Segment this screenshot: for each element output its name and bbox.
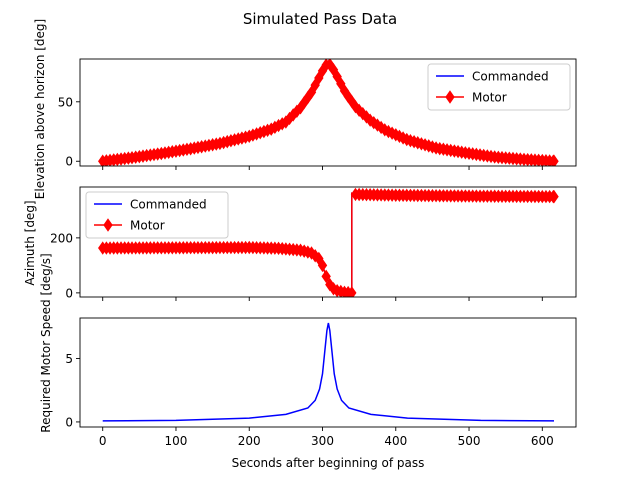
figure-title: Simulated Pass Data [243, 10, 397, 28]
speed-ytick-label: 0 [65, 415, 73, 429]
azimuth-ylabel: Azimuth [deg] [23, 200, 37, 285]
azimuth-legend: Commanded Motor [85, 191, 229, 239]
speed-xtick-label: 300 [311, 434, 334, 448]
speed-panel: Required Motor Speed [deg/s] Seconds aft… [39, 253, 577, 470]
speed-ytick-label: 5 [65, 352, 73, 366]
speed-xtick-label: 500 [458, 434, 481, 448]
speed-xtick-label: 400 [384, 434, 407, 448]
speed-xtick-label: 0 [99, 434, 107, 448]
elevation-legend-commanded-label: Commanded [472, 70, 549, 84]
elevation-ytick-label: 0 [65, 155, 73, 169]
elevation-ytick-label: 50 [58, 95, 73, 109]
speed-xtick-label: 100 [165, 434, 188, 448]
azimuth-plot-area [98, 187, 559, 297]
speed-commanded-line [102, 322, 555, 422]
azimuth-legend-motor-marker [103, 218, 113, 232]
speed-xlabel: Seconds after beginning of pass [232, 456, 425, 470]
elevation-panel: Elevation above horizon [deg] 0 50 Command… [33, 19, 577, 199]
azimuth-panel: Azimuth [deg] 0 200 Commanded Motor [23, 186, 577, 301]
elevation-legend-motor-label: Motor [472, 91, 507, 105]
elevation-legend-motor-marker [445, 90, 455, 104]
azimuth-motor-marker [321, 269, 331, 284]
azimuth-ytick-label: 0 [65, 286, 73, 300]
speed-plot-area [102, 322, 555, 422]
azimuth-ytick-label: 200 [50, 231, 73, 245]
elevation-legend: Commanded Motor [427, 63, 571, 111]
azimuth-motor-marker [317, 258, 328, 273]
speed-xtick-label: 200 [238, 434, 261, 448]
azimuth-motor-marker [347, 286, 357, 297]
elevation-plot-area [98, 59, 559, 166]
azimuth-axes-frame [79, 186, 577, 298]
elevation-motor-marker [549, 154, 559, 166]
speed-ylabel: Required Motor Speed [deg/s] [39, 253, 53, 432]
speed-axes-frame [79, 317, 577, 428]
elevation-axes-frame [79, 58, 577, 167]
azimuth-motor-marker [549, 189, 559, 204]
elevation-ylabel: Elevation above horizon [deg] [33, 19, 47, 199]
azimuth-legend-motor-label: Motor [130, 219, 165, 233]
speed-xtick-label: 600 [531, 434, 554, 448]
azimuth-legend-commanded-label: Commanded [130, 198, 207, 212]
